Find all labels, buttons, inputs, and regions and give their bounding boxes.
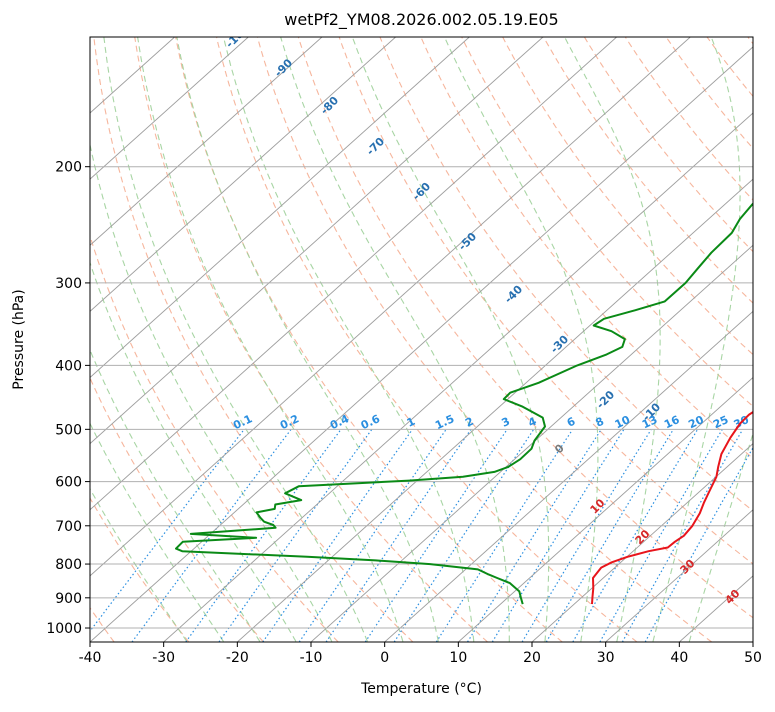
isotherm-line xyxy=(0,37,617,642)
dry-adiabat-label: -90 xyxy=(272,56,295,79)
isotherm-line xyxy=(0,37,469,642)
x-tick-label: 30 xyxy=(597,650,615,666)
x-tick-label: -30 xyxy=(152,650,175,666)
y-tick-label: 800 xyxy=(55,557,82,573)
x-tick-label: 0 xyxy=(380,650,389,666)
moist-adiabat-line xyxy=(22,0,260,642)
moist-adiabat-line xyxy=(166,0,439,642)
dry-adiabat-label: -50 xyxy=(456,230,479,253)
moist-adiabat-line xyxy=(689,0,775,642)
y-axis-label: Pressure (hPa) xyxy=(11,289,27,389)
dry-adiabat-line xyxy=(393,0,775,642)
isotherm-line xyxy=(458,37,775,642)
isotherm-line xyxy=(16,37,690,642)
x-tick-label: -10 xyxy=(300,650,323,666)
y-tick-label: 600 xyxy=(55,475,82,491)
y-tick-label: 200 xyxy=(55,160,82,176)
mixing-ratio-label: 6 xyxy=(565,415,578,430)
x-tick-label: 10 xyxy=(449,650,467,666)
dry-adiabat-line xyxy=(127,0,488,642)
moist-adiabat-line xyxy=(261,0,509,642)
mixing-ratio-line xyxy=(299,430,446,642)
dry-adiabat-line xyxy=(51,0,339,642)
dry-adiabat-line xyxy=(89,0,413,642)
mixing-ratio-label: 25 xyxy=(711,413,730,431)
dewpoint-profile xyxy=(176,0,775,604)
y-tick-label: 700 xyxy=(55,519,82,535)
dry-adiabat-line xyxy=(12,0,264,642)
mixing-ratio-label: 20 xyxy=(686,413,706,431)
mixing-ratio-label: 16 xyxy=(662,413,682,431)
x-tick-label: -40 xyxy=(79,650,102,666)
isotherm-line xyxy=(237,37,775,642)
chart-title: wetPf2_YM08.2026.002.05.19.E05 xyxy=(284,10,558,30)
mixing-ratio-label: 4 xyxy=(526,415,539,430)
mixing-ratio-line xyxy=(546,430,673,642)
y-tick-label: 500 xyxy=(55,422,82,438)
dry-adiabat-label: -70 xyxy=(364,135,387,158)
x-tick-label: -20 xyxy=(226,650,249,666)
dry-adiabat-line xyxy=(584,0,775,642)
dry-adiabat-line xyxy=(203,0,637,642)
dry-adiabat-label: -40 xyxy=(502,283,525,306)
x-axis-label: Temperature (°C) xyxy=(360,681,482,697)
moist-adiabat-line xyxy=(653,0,740,642)
isotherm-line xyxy=(0,37,248,642)
mixing-ratio-line xyxy=(468,430,602,642)
mixing-ratio-label: 2 xyxy=(463,415,475,430)
dry-adiabat-line xyxy=(317,0,775,642)
dry-adiabat-line xyxy=(431,0,775,642)
dry-adiabat-label: 10 xyxy=(588,496,608,516)
dry-adiabat-label: 20 xyxy=(633,527,653,547)
mixing-ratio-label: 36 xyxy=(752,413,772,431)
dry-adiabat-line xyxy=(660,0,775,642)
dry-adiabat-line xyxy=(0,0,189,642)
mixing-ratio-line xyxy=(365,430,507,642)
moist-adiabat-line xyxy=(71,0,332,642)
isotherms xyxy=(0,37,775,642)
moist-adiabats xyxy=(0,0,775,642)
moist-adiabat-line xyxy=(413,0,598,642)
moist-adiabat-line xyxy=(98,0,367,642)
y-tick-label: 1000 xyxy=(46,621,82,637)
mixing-ratio-line xyxy=(219,430,372,642)
sounding-profiles xyxy=(176,0,775,604)
moist-adiabat-line xyxy=(0,0,187,642)
x-tick-label: 20 xyxy=(523,650,541,666)
x-tick-label: 50 xyxy=(744,650,762,666)
moist-adiabat-line xyxy=(209,0,474,642)
mixing-ratio-line xyxy=(436,430,572,642)
isotherm-line xyxy=(753,37,775,642)
mixing-ratio-label: 10 xyxy=(613,413,633,431)
dry-adiabat-label: 30 xyxy=(678,557,698,577)
isotherm-line xyxy=(164,37,775,642)
dry-adiabat-label: -80 xyxy=(318,94,341,117)
y-tick-label: 400 xyxy=(55,358,82,374)
y-tick-label: 900 xyxy=(55,591,82,607)
dry-adiabat-label: -20 xyxy=(594,388,617,411)
dry-adiabat-label: 40 xyxy=(723,587,743,607)
dry-adiabat-label: 0 xyxy=(552,441,567,456)
moist-adiabat-line xyxy=(129,0,403,642)
isotherm-line xyxy=(0,37,543,642)
isotherm-line xyxy=(311,37,775,642)
mixing-ratio-line xyxy=(645,430,763,642)
x-tick-label: 40 xyxy=(670,650,688,666)
mixing-ratio-line xyxy=(263,430,412,642)
isotherm-line xyxy=(0,37,322,642)
isotherm-line xyxy=(679,37,775,642)
plot-area: -100-90-80-70-60-50-40-30-20-10010203040… xyxy=(0,0,775,642)
mixing-ratio-label: 3 xyxy=(500,415,512,430)
mixing-ratio-label: 1 xyxy=(405,415,417,430)
y-tick-label: 300 xyxy=(55,276,82,292)
moist-adiabat-line xyxy=(46,0,296,642)
dry-adiabat-label: -60 xyxy=(410,180,433,203)
moist-adiabat-line xyxy=(328,0,549,642)
mixing-ratio-label: 8 xyxy=(594,415,606,430)
dry-adiabats xyxy=(0,0,775,642)
